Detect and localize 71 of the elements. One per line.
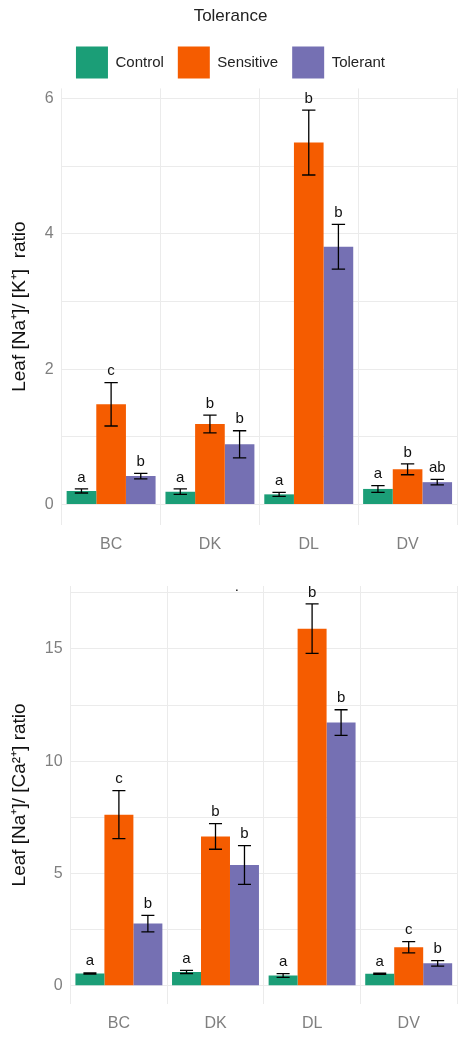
bar <box>172 971 202 986</box>
bar <box>66 490 97 504</box>
legend-label: Sensitive <box>217 52 279 70</box>
bar <box>96 404 126 504</box>
bar <box>363 488 393 504</box>
bar <box>264 494 294 504</box>
y-axis-title: Leaf [Na⁺]/ [K⁺] ratio <box>7 221 29 392</box>
bar <box>201 836 230 986</box>
y-tick-label: 0 <box>53 976 63 994</box>
data-label: b <box>403 442 412 460</box>
x-tick-label: DV <box>397 1013 421 1031</box>
data-label: c <box>107 361 116 379</box>
data-label: b <box>136 452 145 470</box>
bar <box>326 722 356 986</box>
data-label: c <box>404 920 413 938</box>
bar <box>423 963 453 986</box>
x-tick-label: DV <box>396 534 420 552</box>
data-label: b <box>336 688 346 706</box>
bar <box>165 491 196 504</box>
bar <box>224 444 255 504</box>
bar <box>394 947 424 986</box>
data-label: a <box>373 464 383 482</box>
data-label: b <box>211 802 220 820</box>
x-tick-label: DK <box>204 1013 227 1031</box>
data-label: a <box>375 951 385 969</box>
legend-label: Tolerant <box>331 52 386 70</box>
bar <box>422 482 453 504</box>
annotation: . <box>234 576 239 594</box>
y-tick-label: 10 <box>44 751 63 769</box>
bar <box>297 628 327 986</box>
bar <box>392 469 423 504</box>
y-tick-label: 6 <box>44 88 54 106</box>
data-label: b <box>235 409 244 427</box>
bar <box>365 973 395 986</box>
data-label: a <box>176 467 186 485</box>
bar <box>323 246 354 504</box>
data-label: c <box>115 769 124 787</box>
y-tick-label: 0 <box>44 494 54 512</box>
data-label: b <box>334 203 343 221</box>
x-tick-label: DL <box>301 1013 323 1031</box>
x-tick-label: BC <box>107 1013 131 1031</box>
legend-label: Control <box>115 52 164 70</box>
data-label: b <box>433 939 442 957</box>
data-label: a <box>278 952 288 970</box>
data-label: ab <box>428 458 446 476</box>
y-tick-label: 15 <box>44 639 63 657</box>
bar <box>104 814 134 986</box>
x-tick-label: DK <box>198 534 222 552</box>
y-tick-label: 2 <box>44 359 54 377</box>
bar <box>229 864 259 986</box>
data-label: a <box>77 467 87 485</box>
bar <box>293 142 324 504</box>
y-tick-label: 5 <box>53 863 63 881</box>
data-label: b <box>304 88 313 106</box>
x-tick-label: BC <box>99 534 123 552</box>
bar <box>268 975 298 986</box>
data-label: b <box>143 893 153 911</box>
legend-title: Tolerance <box>193 6 268 26</box>
y-axis-title: Leaf [Na⁺]/ [Ca²⁺] ratio <box>7 703 29 887</box>
bar <box>133 923 163 986</box>
data-label: a <box>182 948 192 966</box>
data-label: b <box>307 582 317 600</box>
bar <box>125 476 156 504</box>
data-label: a <box>85 951 95 969</box>
y-tick-label: 4 <box>44 224 54 242</box>
data-label: b <box>205 393 215 411</box>
data-label: b <box>240 824 249 842</box>
bar <box>195 423 225 504</box>
bar <box>75 973 105 986</box>
data-label: a <box>274 470 284 488</box>
x-tick-label: DL <box>298 534 320 552</box>
